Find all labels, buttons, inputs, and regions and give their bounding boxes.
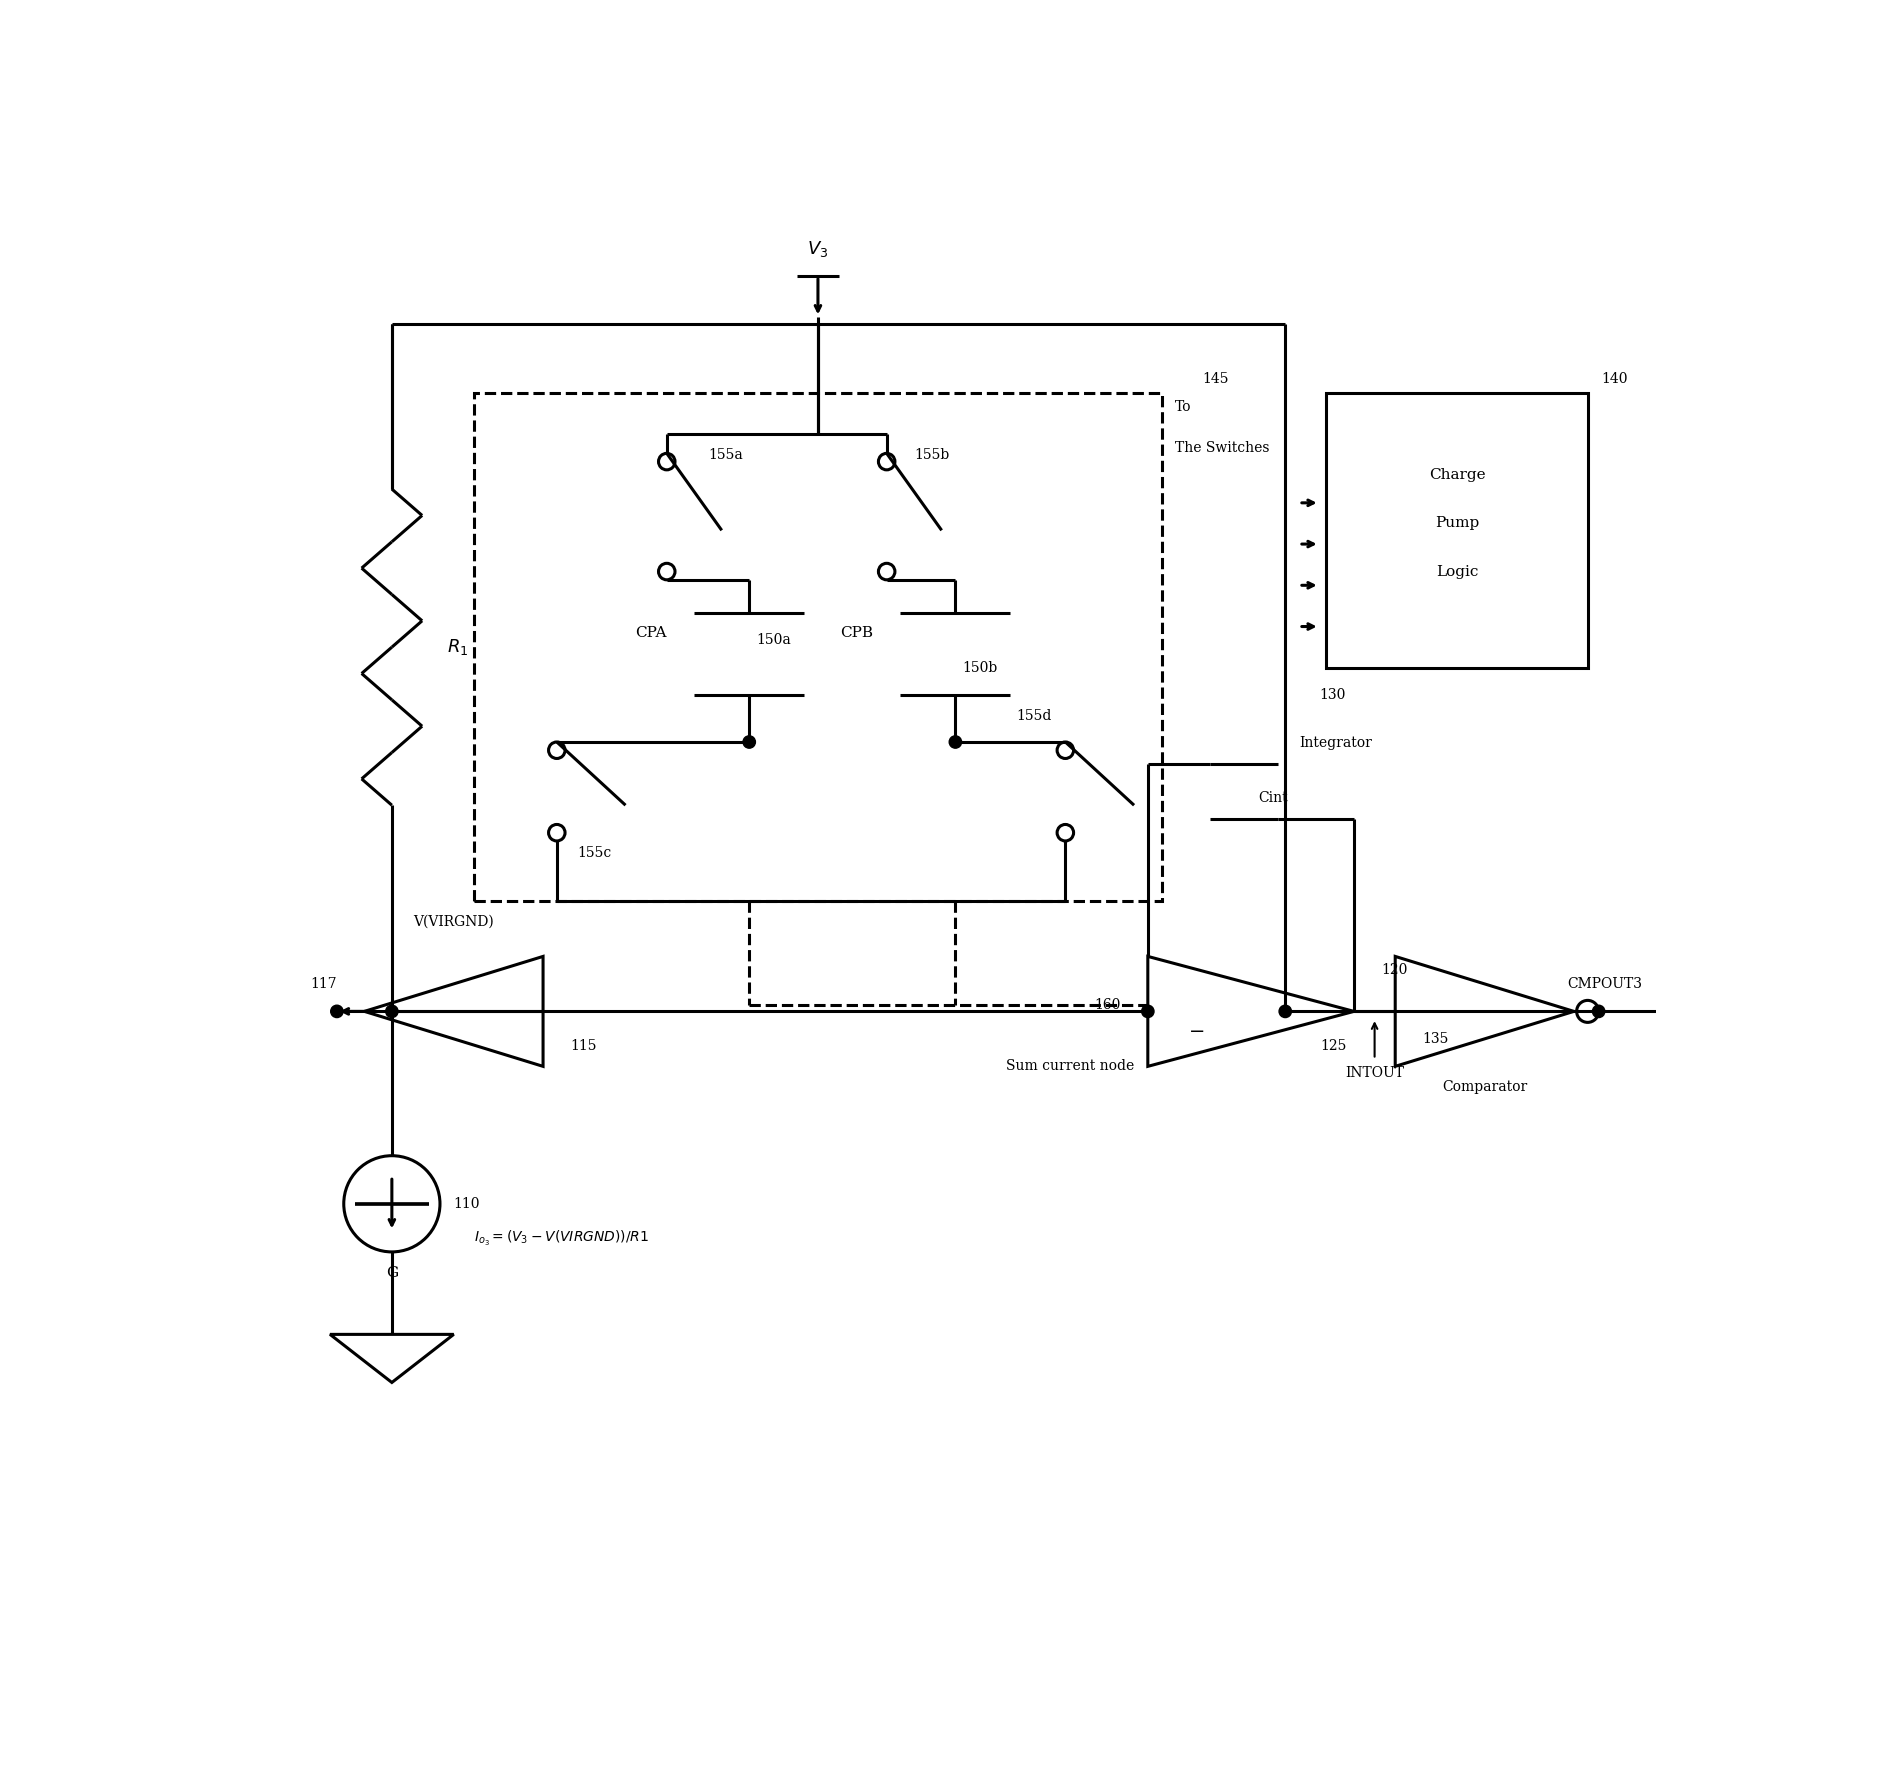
Text: To: To (1176, 400, 1191, 414)
Text: Cint: Cint (1258, 791, 1288, 805)
Text: $I_{o_3}=(V_3-V(VIRGND))/R1$: $I_{o_3}=(V_3-V(VIRGND))/R1$ (475, 1228, 649, 1248)
Text: 145: 145 (1203, 371, 1229, 386)
Text: Pump: Pump (1435, 516, 1479, 530)
Text: CPA: CPA (635, 627, 668, 641)
Text: 155d: 155d (1015, 709, 1051, 723)
Text: 120: 120 (1382, 964, 1407, 976)
Text: 115: 115 (571, 1039, 598, 1053)
Text: 125: 125 (1320, 1039, 1346, 1053)
Text: 155c: 155c (577, 846, 611, 860)
Text: 117: 117 (310, 976, 337, 991)
Text: 130: 130 (1320, 689, 1346, 702)
Text: 150b: 150b (963, 660, 998, 675)
Text: −: − (1189, 1023, 1205, 1041)
Circle shape (1142, 1005, 1154, 1017)
Text: Integrator: Integrator (1299, 737, 1371, 750)
Text: Sum current node: Sum current node (1006, 1059, 1135, 1073)
Text: G: G (386, 1266, 397, 1280)
Circle shape (1592, 1005, 1605, 1017)
Text: 155a: 155a (707, 448, 743, 462)
Text: CMPOUT3: CMPOUT3 (1568, 976, 1643, 991)
Text: V(VIRGND): V(VIRGND) (414, 916, 494, 928)
Text: 155b: 155b (913, 448, 949, 462)
Text: CPB: CPB (840, 627, 874, 641)
Text: $V_3$: $V_3$ (807, 239, 828, 259)
Text: 110: 110 (454, 1196, 480, 1210)
Circle shape (949, 735, 963, 748)
Text: Logic: Logic (1435, 564, 1479, 578)
Text: Comparator: Comparator (1443, 1080, 1528, 1094)
Circle shape (331, 1005, 342, 1017)
Text: The Switches: The Switches (1176, 441, 1269, 455)
Text: $R_1$: $R_1$ (446, 637, 469, 657)
Text: 160: 160 (1095, 998, 1119, 1012)
Text: 140: 140 (1602, 371, 1628, 386)
Text: Charge: Charge (1430, 468, 1484, 482)
Circle shape (743, 735, 755, 748)
Circle shape (386, 1005, 397, 1017)
Text: INTOUT: INTOUT (1345, 1066, 1405, 1080)
Text: 150a: 150a (756, 634, 790, 648)
Text: 135: 135 (1422, 1032, 1449, 1046)
Circle shape (1278, 1005, 1292, 1017)
